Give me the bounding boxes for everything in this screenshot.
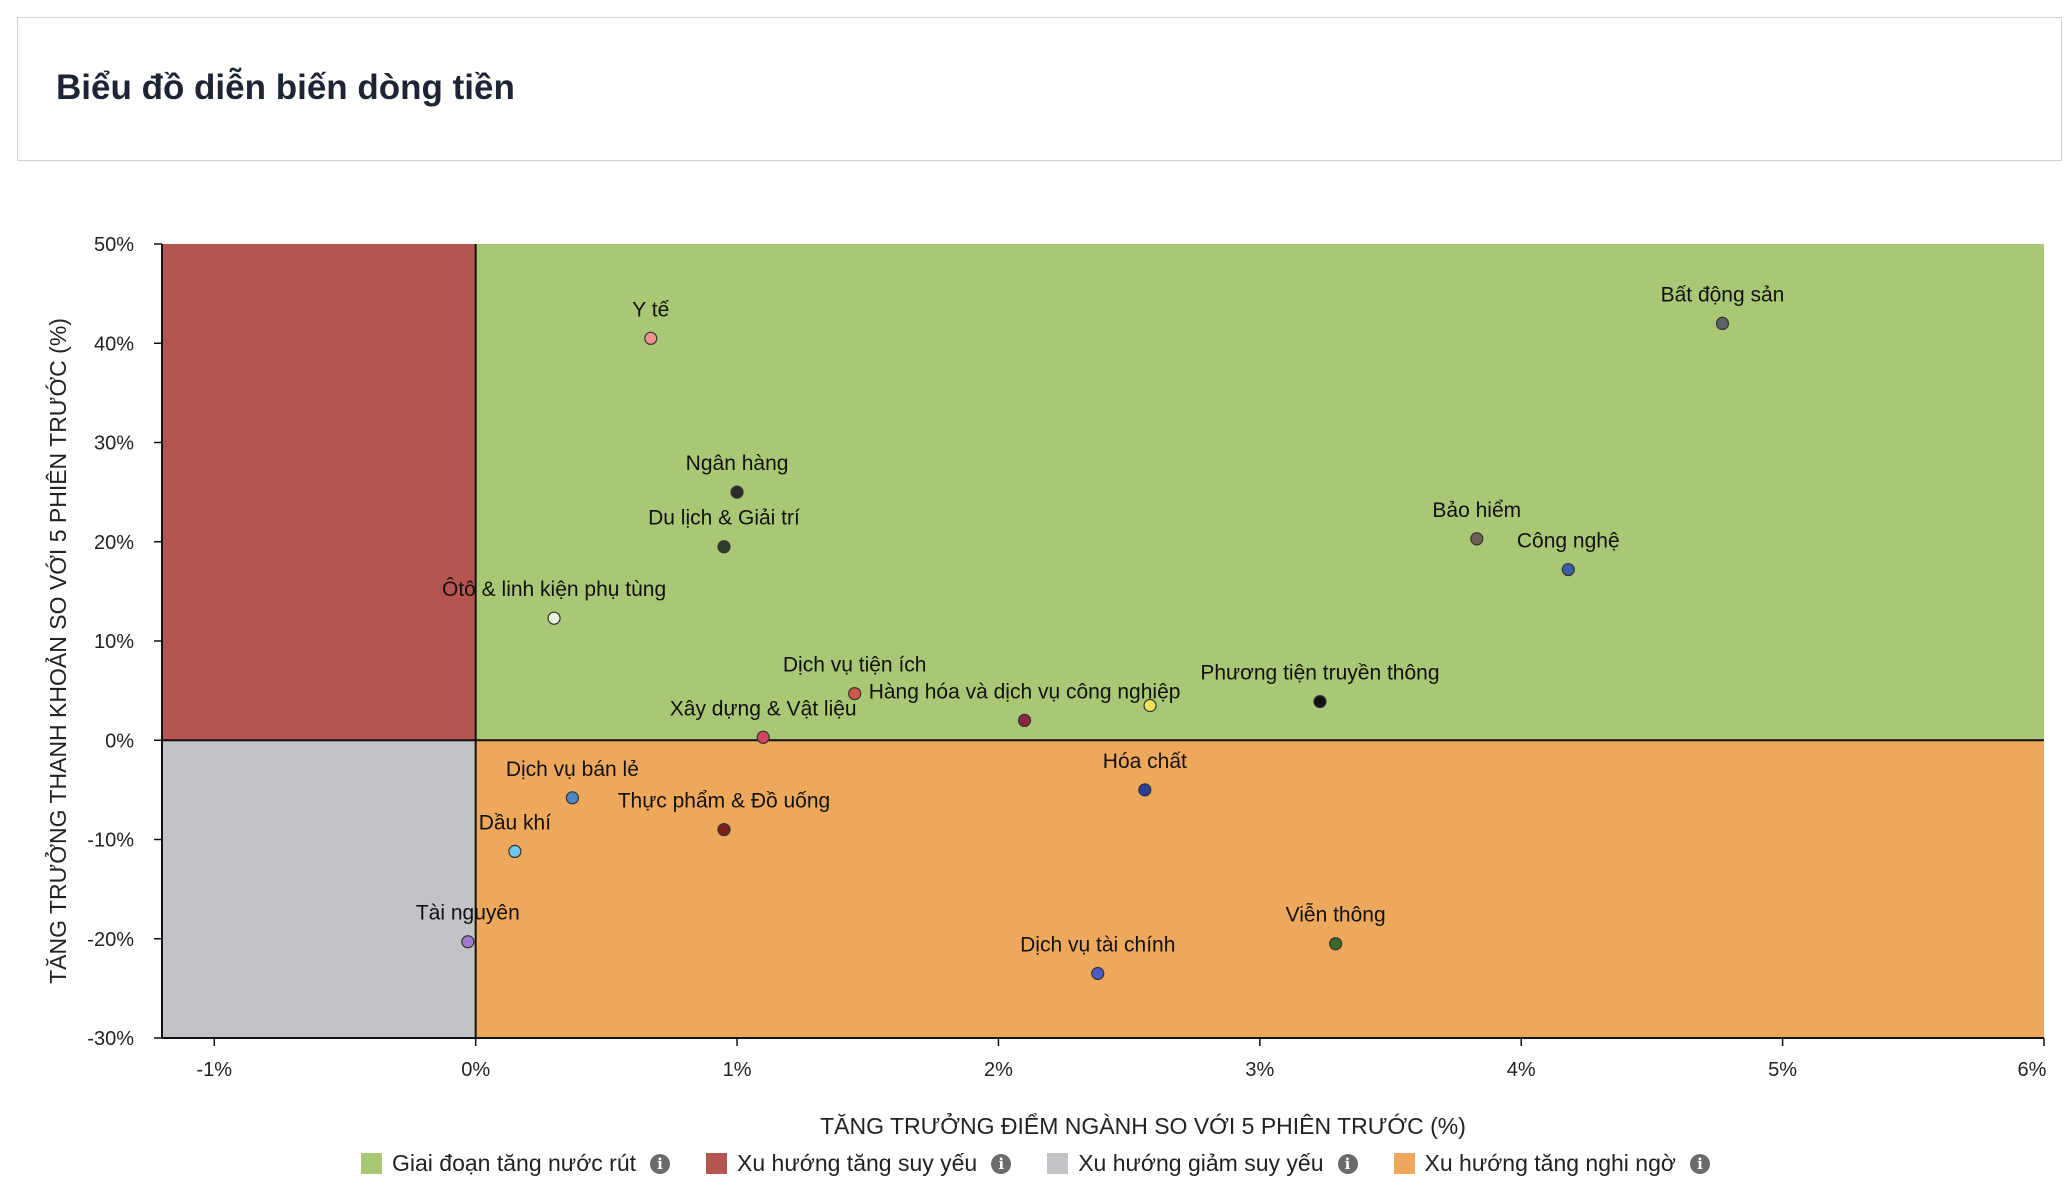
x-tick-label: 1% (723, 1059, 752, 1081)
data-point (644, 331, 658, 345)
data-point (547, 611, 561, 625)
data-point-label: Dầu khí (479, 811, 552, 834)
legend-item[interactable]: Xu hướng giảm suy yếu i (1047, 1150, 1358, 1177)
data-point (1561, 562, 1575, 577)
data-point (1017, 713, 1032, 728)
quadrant-region-1 (162, 244, 476, 741)
legend-label: Xu hướng giảm suy yếu (1078, 1150, 1324, 1176)
x-tick-label: -1% (196, 1059, 232, 1081)
y-tick-label: 20% (94, 532, 134, 554)
data-point-label: Y tế (632, 298, 669, 321)
data-point-label: Phương tiện truyền thông (1200, 662, 1439, 685)
data-point (1143, 698, 1157, 713)
legend-swatch (361, 1153, 383, 1174)
x-tick-label: 3% (1245, 1059, 1274, 1081)
x-tick-label: 0% (461, 1059, 490, 1081)
legend-item[interactable]: Xu hướng tăng nghi ngờ i (1393, 1150, 1710, 1177)
y-tick-label: 30% (94, 433, 134, 455)
legend-swatch (1393, 1153, 1415, 1174)
x-tick-label: 4% (1507, 1059, 1536, 1081)
chart-header: Biểu đồ diễn biến dòng tiền (17, 17, 2062, 161)
data-point-label: Tài nguyên (416, 902, 520, 925)
data-point (1470, 532, 1484, 546)
data-point (756, 730, 770, 744)
data-point (1313, 694, 1327, 709)
data-point-label: Thực phẩm & Đồ uống (618, 790, 831, 813)
y-tick-label: 50% (94, 234, 134, 256)
y-tick-label: 10% (94, 631, 134, 653)
data-point-label: Xây dựng & Vật liệu (670, 697, 857, 720)
info-icon[interactable]: i (1337, 1153, 1358, 1174)
data-point-label: Hàng hóa và dịch vụ công nghiệp (869, 680, 1181, 703)
info-icon[interactable]: i (650, 1153, 671, 1174)
data-point-label: Dịch vụ tài chính (1020, 933, 1175, 956)
quadrant-region-3 (475, 740, 2045, 1038)
data-point-label: Bất động sản (1661, 283, 1785, 306)
data-point (565, 791, 579, 805)
data-point (717, 822, 731, 837)
legend-label: Xu hướng tăng suy yếu (737, 1150, 978, 1176)
y-tick-label: -20% (87, 929, 134, 951)
y-tick-label: -30% (87, 1028, 134, 1050)
data-point (1091, 966, 1105, 981)
data-point-label: Dịch vụ tiện ích (783, 654, 927, 677)
y-tick-label: -10% (87, 830, 134, 852)
data-point (1138, 783, 1152, 797)
data-point (508, 844, 522, 859)
data-point-label: Dịch vụ bán lẻ (506, 758, 639, 781)
y-axis-label: TĂNG TRƯỞNG THANH KHOẢN SO VỚI 5 PHIÊN T… (43, 318, 71, 984)
data-point-label: Ôtô & linh kiện phụ tùng (442, 578, 666, 601)
info-icon[interactable]: i (1689, 1153, 1710, 1174)
x-tick-label: 6% (2018, 1059, 2047, 1081)
data-point (730, 485, 744, 499)
legend-item[interactable]: Xu hướng tăng suy yếu i (706, 1150, 1012, 1177)
data-point-label: Công nghệ (1517, 530, 1620, 553)
data-point (848, 687, 862, 701)
quadrant-region-2 (162, 740, 476, 1038)
data-point-label: Hóa chất (1103, 750, 1187, 773)
page-title: Biểu đồ diễn biến dòng tiền (56, 68, 515, 107)
scatter-chart: -1% 0% 1% 2% 3% 4% 5% 6% -30% -20% -10% 0% 10% 20% 30%… (43, 234, 2047, 1139)
data-point (1715, 316, 1730, 330)
info-icon[interactable]: i (991, 1153, 1012, 1174)
data-point-label: Bảo hiểm (1432, 499, 1521, 522)
legend-swatch (1047, 1153, 1069, 1174)
legend-label: Xu hướng tăng nghi ngờ (1424, 1150, 1676, 1176)
legend-label: Giai đoạn tăng nước rút (392, 1150, 637, 1176)
data-point (1329, 937, 1343, 951)
x-axis-label: TĂNG TRƯỞNG ĐIỂM NGÀNH SO VỚI 5 PHIÊN TR… (820, 1111, 1466, 1139)
legend-item[interactable]: Giai đoạn tăng nước rút i (361, 1150, 671, 1177)
y-tick-label: 0% (105, 730, 134, 752)
x-tick-label: 5% (1768, 1059, 1797, 1081)
data-point-label: Ngân hàng (686, 452, 789, 475)
data-point-label: Viễn thông (1286, 904, 1386, 927)
data-point (717, 540, 731, 554)
data-point (461, 935, 475, 949)
legend-swatch (706, 1153, 728, 1174)
x-tick-label: 2% (984, 1059, 1013, 1081)
data-point-label: Du lịch & Giải trí (648, 507, 800, 530)
y-tick-label: 40% (94, 333, 134, 355)
chart-legend: Giai đoạn tăng nước rút i Xu hướng tăng su… (0, 1150, 2071, 1177)
